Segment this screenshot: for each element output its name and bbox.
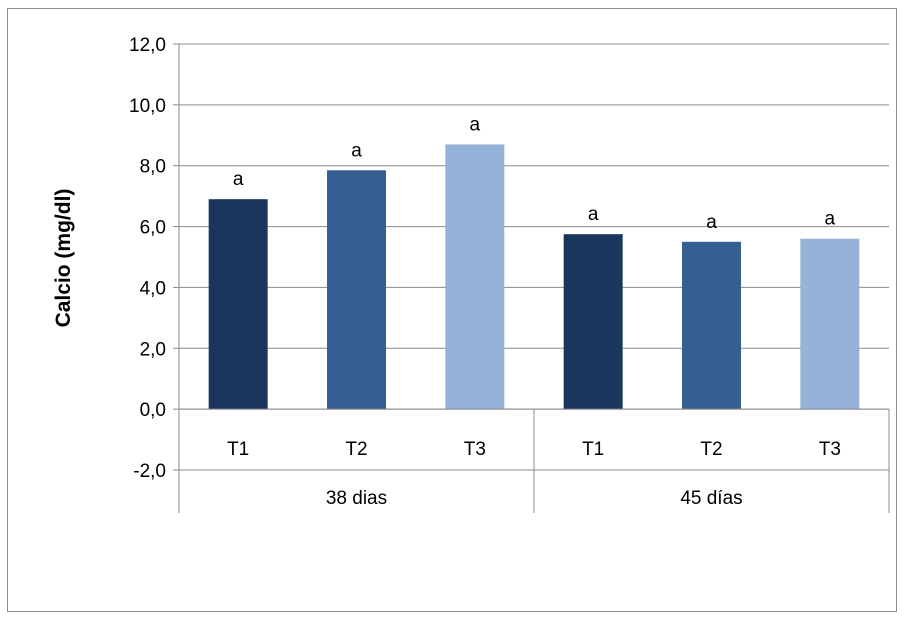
data-label: a (706, 212, 717, 233)
y-tick-label: 10,0 (129, 96, 166, 117)
axes (173, 43, 890, 513)
bar (563, 234, 623, 410)
category-label: T1 (582, 439, 604, 460)
group-label: 38 dias (326, 488, 387, 509)
category-label: T2 (345, 439, 367, 460)
y-tick-label: 6,0 (140, 218, 166, 239)
data-label: a (588, 204, 599, 225)
bar (208, 199, 268, 410)
data-label: a (825, 209, 836, 230)
data-label: a (351, 140, 362, 161)
y-tick-label: 8,0 (140, 157, 166, 178)
bars (208, 144, 860, 410)
bar (445, 144, 505, 410)
data-label: a (233, 169, 244, 190)
data-label: a (470, 114, 481, 135)
y-tick-label: 0,0 (140, 400, 166, 421)
group-label: 45 días (680, 488, 742, 509)
y-tick-label: 2,0 (140, 339, 166, 360)
category-label: T2 (700, 439, 722, 460)
y-axis-title: Calcio (mg/dl) (52, 189, 75, 328)
category-label: T1 (227, 439, 249, 460)
category-label: T3 (819, 439, 841, 460)
y-tick-label: 12,0 (129, 35, 166, 56)
y-tick-label: -2,0 (133, 461, 166, 482)
category-label: T3 (464, 439, 486, 460)
bar (327, 170, 386, 410)
bar (682, 241, 741, 410)
bar (800, 238, 860, 410)
gridlines (179, 43, 889, 471)
y-tick-label: 4,0 (140, 278, 166, 299)
labels: -2,0 0,0 2,0 4,0 6,0 8,0 10,0 12,0 a T1 a T2 a T3 38 d… (129, 35, 841, 509)
